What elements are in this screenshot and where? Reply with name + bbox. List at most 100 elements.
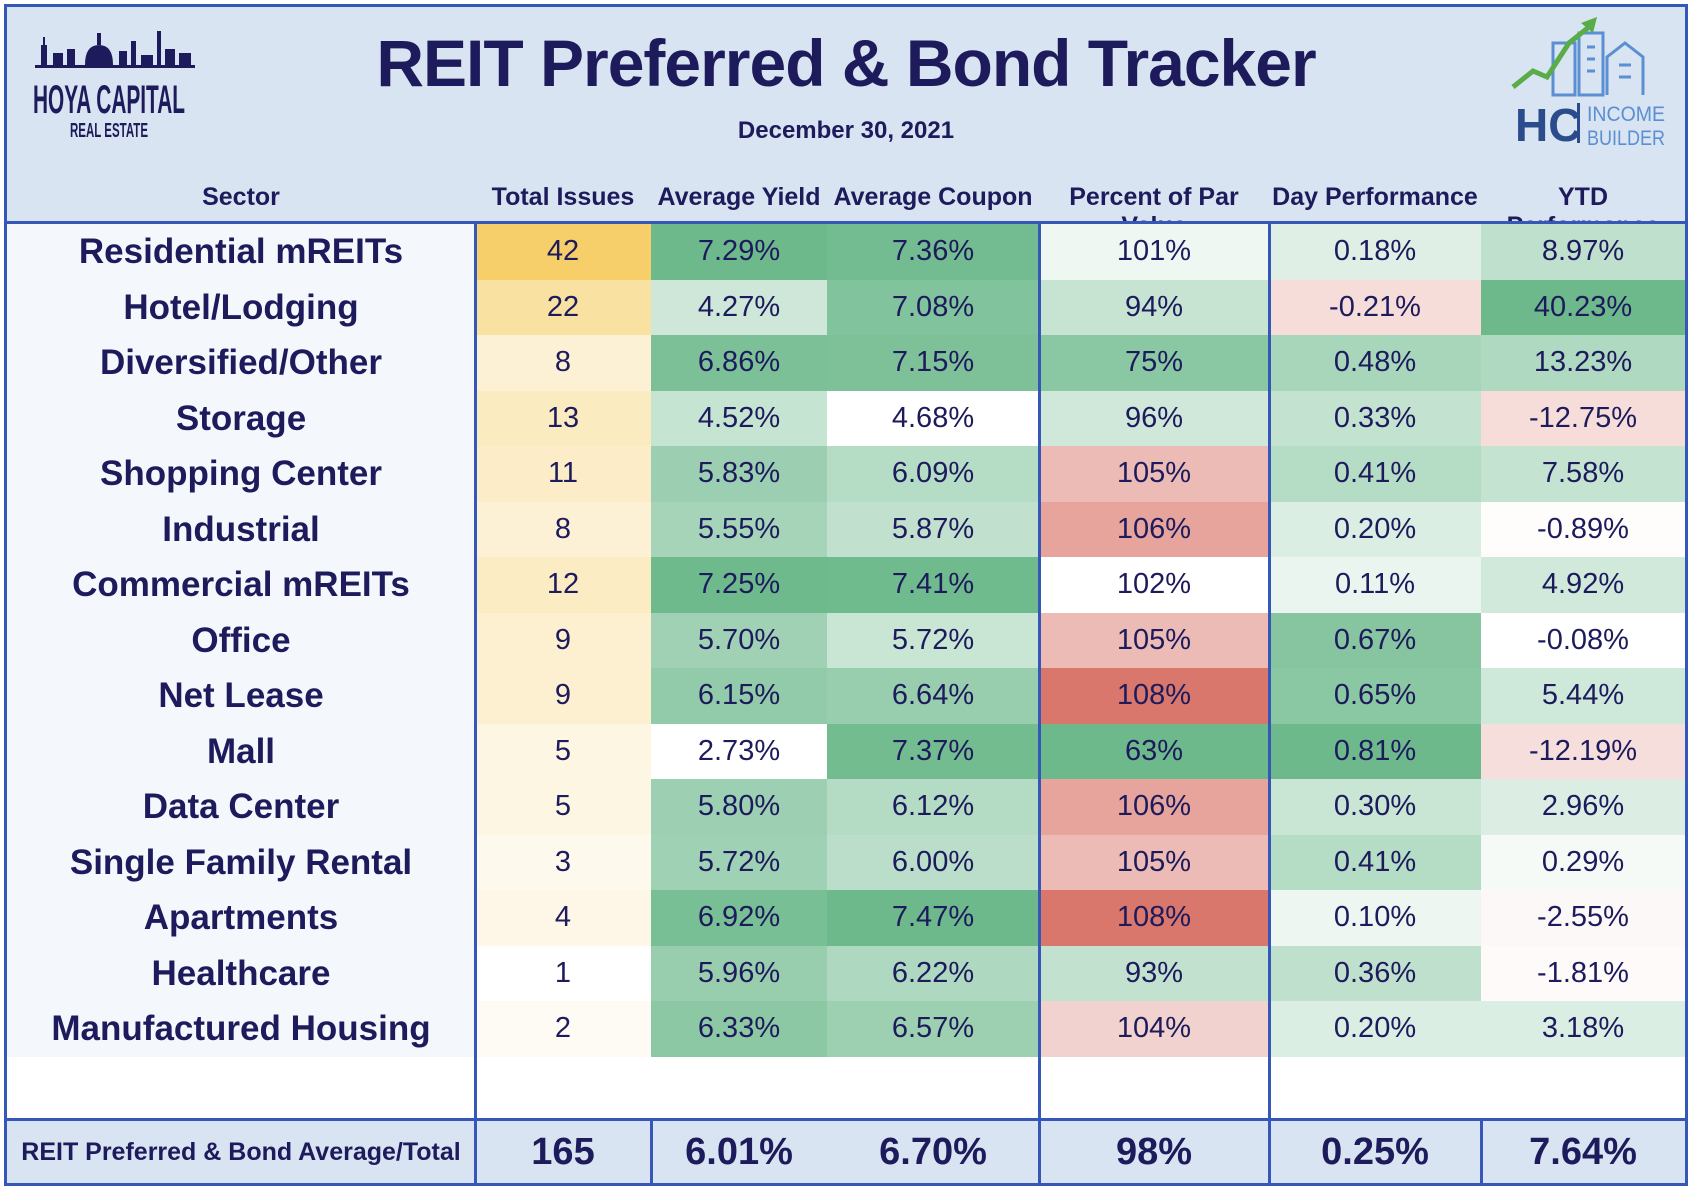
sector-cell: Shopping Center — [7, 446, 475, 502]
column-header-sector: Sector — [202, 183, 280, 211]
percent-of-par-cell: 102% — [1039, 557, 1269, 613]
average-coupon-cell: 7.37% — [827, 723, 1039, 779]
total-issues-cell: 42 — [475, 224, 651, 280]
table-row: Diversified/Other 8 6.86% 7.15% 75% 0.48% 13.2… — [7, 335, 1685, 391]
sector-cell: Apartments — [7, 890, 475, 946]
percent-of-par-cell: 105% — [1039, 446, 1269, 502]
day-performance-cell: 0.81% — [1269, 723, 1481, 779]
average-yield-cell: 5.96% — [651, 945, 827, 1001]
total-issues-cell: 1 — [475, 945, 651, 1001]
average-yield-cell: 6.92% — [651, 890, 827, 946]
total-issues-cell: 22 — [475, 279, 651, 335]
average-coupon-cell: 6.64% — [827, 668, 1039, 724]
income-builder-logo: HC INCOME BUILDER — [1511, 17, 1665, 151]
ytd-performance-cell: -12.19% — [1481, 723, 1685, 779]
day-performance-cell: 0.33% — [1269, 390, 1481, 446]
ytd-performance-cell: -1.81% — [1481, 945, 1685, 1001]
percent-of-par-cell: 96% — [1039, 390, 1269, 446]
sector-cell: Data Center — [7, 779, 475, 835]
sector-cell: Mall — [7, 723, 475, 779]
table-row: Shopping Center 11 5.83% 6.09% 105% 0.41% 7.58… — [7, 446, 1685, 502]
average-coupon-cell: 6.00% — [827, 834, 1039, 890]
table-row: Apartments 4 6.92% 7.47% 108% 0.10% -2.55% — [7, 890, 1685, 946]
percent-of-par-cell: 93% — [1039, 945, 1269, 1001]
average-yield-cell: 5.80% — [651, 779, 827, 835]
total-issues-cell: 9 — [475, 668, 651, 724]
sector-cell: Healthcare — [7, 945, 475, 1001]
average-yield-cell: 2.73% — [651, 723, 827, 779]
footer-label: REIT Preferred & Bond Average/Total — [21, 1138, 461, 1166]
sector-cell: Hotel/Lodging — [7, 279, 475, 335]
table-row: Net Lease 9 6.15% 6.64% 108% 0.65% 5.44% — [7, 668, 1685, 724]
column-divider — [1038, 221, 1041, 1183]
average-yield-cell: 7.29% — [651, 224, 827, 280]
table-row: Commercial mREITs 12 7.25% 7.41% 102% 0.11% 4.… — [7, 557, 1685, 613]
average-yield-cell: 7.25% — [651, 557, 827, 613]
day-performance-cell: 0.67% — [1269, 612, 1481, 668]
ytd-performance-cell: 40.23% — [1481, 279, 1685, 335]
logo-right-line2: BUILDER — [1587, 127, 1665, 150]
ytd-performance-cell: 4.92% — [1481, 557, 1685, 613]
average-coupon-cell: 7.41% — [827, 557, 1039, 613]
column-header-average-coupon: Average Coupon — [833, 183, 1033, 211]
footer-total-issues: 165 — [531, 1131, 595, 1173]
total-issues-cell: 3 — [475, 834, 651, 890]
day-performance-cell: -0.21% — [1269, 279, 1481, 335]
table-row: Hotel/Lodging 22 4.27% 7.08% 94% -0.21% 40.23% — [7, 279, 1685, 335]
table-row: Office 9 5.70% 5.72% 105% 0.67% -0.08% — [7, 612, 1685, 668]
table-row: Data Center 5 5.80% 6.12% 106% 0.30% 2.96% — [7, 779, 1685, 835]
day-performance-cell: 0.20% — [1269, 1001, 1481, 1057]
column-header-day-performance: Day Performance — [1272, 183, 1478, 211]
ytd-performance-cell: -0.89% — [1481, 501, 1685, 557]
percent-of-par-cell: 63% — [1039, 723, 1269, 779]
sector-cell: Manufactured Housing — [7, 1001, 475, 1057]
ytd-performance-cell: 5.44% — [1481, 668, 1685, 724]
ytd-performance-cell: 7.58% — [1481, 446, 1685, 502]
day-performance-cell: 0.36% — [1269, 945, 1481, 1001]
average-coupon-cell: 7.47% — [827, 890, 1039, 946]
table-row: Mall 5 2.73% 7.37% 63% 0.81% -12.19% — [7, 723, 1685, 779]
percent-of-par-cell: 105% — [1039, 834, 1269, 890]
table-row: Industrial 8 5.55% 5.87% 106% 0.20% -0.89% — [7, 501, 1685, 557]
day-performance-cell: 0.10% — [1269, 890, 1481, 946]
ytd-performance-cell: 8.97% — [1481, 224, 1685, 280]
table-row: Single Family Rental 3 5.72% 6.00% 105% 0.41%… — [7, 834, 1685, 890]
average-coupon-cell: 7.15% — [827, 335, 1039, 391]
average-yield-cell: 4.52% — [651, 390, 827, 446]
percent-of-par-cell: 104% — [1039, 1001, 1269, 1057]
footer-average-coupon: 6.70% — [879, 1131, 987, 1173]
logo-right-mark: HC — [1515, 99, 1581, 151]
column-header-total-issues: Total Issues — [491, 183, 635, 211]
percent-of-par-cell: 106% — [1039, 779, 1269, 835]
percent-of-par-cell: 75% — [1039, 335, 1269, 391]
average-coupon-cell: 6.09% — [827, 446, 1039, 502]
sector-cell: Storage — [7, 390, 475, 446]
day-performance-cell: 0.41% — [1269, 446, 1481, 502]
ytd-performance-cell: 2.96% — [1481, 779, 1685, 835]
total-issues-cell: 2 — [475, 1001, 651, 1057]
average-coupon-cell: 5.72% — [827, 612, 1039, 668]
header: HOYA CAPITAL REAL ESTATE REIT Preferred … — [7, 7, 1685, 240]
day-performance-cell: 0.65% — [1269, 668, 1481, 724]
percent-of-par-cell: 108% — [1039, 668, 1269, 724]
table-row: Healthcare 1 5.96% 6.22% 93% 0.36% -1.81% — [7, 945, 1685, 1001]
average-coupon-cell: 7.36% — [827, 224, 1039, 280]
percent-of-par-cell: 106% — [1039, 501, 1269, 557]
average-yield-cell: 4.27% — [651, 279, 827, 335]
ytd-performance-cell: 3.18% — [1481, 1001, 1685, 1057]
average-yield-cell: 6.33% — [651, 1001, 827, 1057]
average-coupon-cell: 6.57% — [827, 1001, 1039, 1057]
percent-of-par-cell: 101% — [1039, 224, 1269, 280]
percent-of-par-cell: 105% — [1039, 612, 1269, 668]
sector-cell: Office — [7, 612, 475, 668]
day-performance-cell: 0.18% — [1269, 224, 1481, 280]
sector-cell: Net Lease — [7, 668, 475, 724]
table-row: Residential mREITs 42 7.29% 7.36% 101% 0.18% 8… — [7, 224, 1685, 280]
ytd-performance-cell: -0.08% — [1481, 612, 1685, 668]
average-yield-cell: 5.55% — [651, 501, 827, 557]
ytd-performance-cell: 13.23% — [1481, 335, 1685, 391]
total-issues-cell: 4 — [475, 890, 651, 946]
total-issues-cell: 8 — [475, 501, 651, 557]
average-yield-cell: 5.83% — [651, 446, 827, 502]
sector-cell: Residential mREITs — [7, 224, 475, 280]
